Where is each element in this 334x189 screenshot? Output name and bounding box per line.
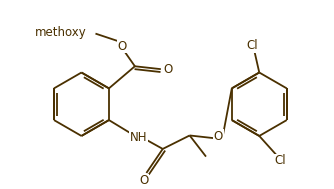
- Text: O: O: [163, 63, 172, 76]
- Text: O: O: [139, 174, 148, 187]
- Text: NH: NH: [130, 131, 148, 144]
- Text: Cl: Cl: [247, 39, 259, 52]
- Text: O: O: [118, 40, 127, 53]
- Text: Cl: Cl: [275, 154, 286, 167]
- Text: methoxy: methoxy: [35, 26, 87, 39]
- Text: O: O: [214, 130, 223, 143]
